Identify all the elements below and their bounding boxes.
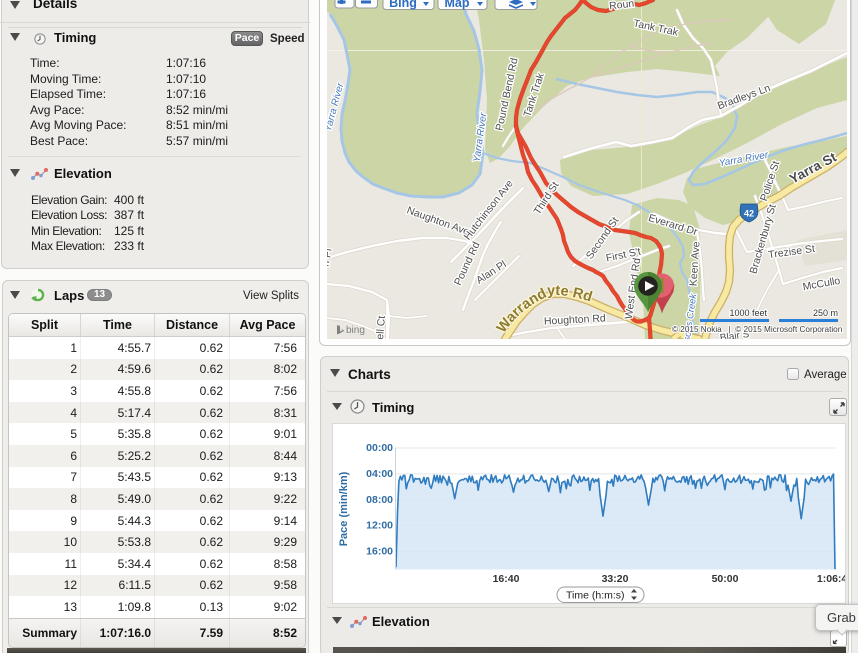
svg-text:1000 feet: 1000 feet [729,308,767,318]
svg-text:Time (h:m:s): Time (h:m:s) [566,590,625,602]
svg-text:Houghton Rd: Houghton Rd [544,312,607,327]
svg-text:250 m: 250 m [813,308,838,318]
svg-text:Bing: Bing [389,0,417,10]
svg-text:Keen Ave: Keen Ave [687,241,702,287]
svg-text:16:40: 16:40 [493,573,520,585]
svg-text:© 2015 Nokia | © 2015 Micro: © 2015 Nokia | © 2015 Microsoft Corporat… [672,325,843,334]
svg-text:Blair S: Blair S [719,329,750,339]
svg-text:00:00: 00:00 [366,442,393,454]
svg-text:42: 42 [744,209,754,219]
svg-text:bing: bing [346,325,365,336]
svg-text:04:00: 04:00 [366,468,393,480]
svg-text:ell Ct: ell Ct [374,315,388,339]
svg-text:08:00: 08:00 [366,494,393,506]
svg-text:33:20: 33:20 [602,573,629,585]
svg-text:Roun: Roun [609,0,635,12]
svg-text:12:00: 12:00 [366,520,393,532]
svg-text:h Pl: h Pl [327,248,335,268]
svg-text:16:00: 16:00 [366,546,393,558]
svg-text:Pace (min/km): Pace (min/km) [338,471,350,546]
svg-text:50:00: 50:00 [712,573,739,585]
svg-text:1:06:40: 1:06:40 [817,573,845,585]
svg-text:Map: Map [445,0,470,10]
